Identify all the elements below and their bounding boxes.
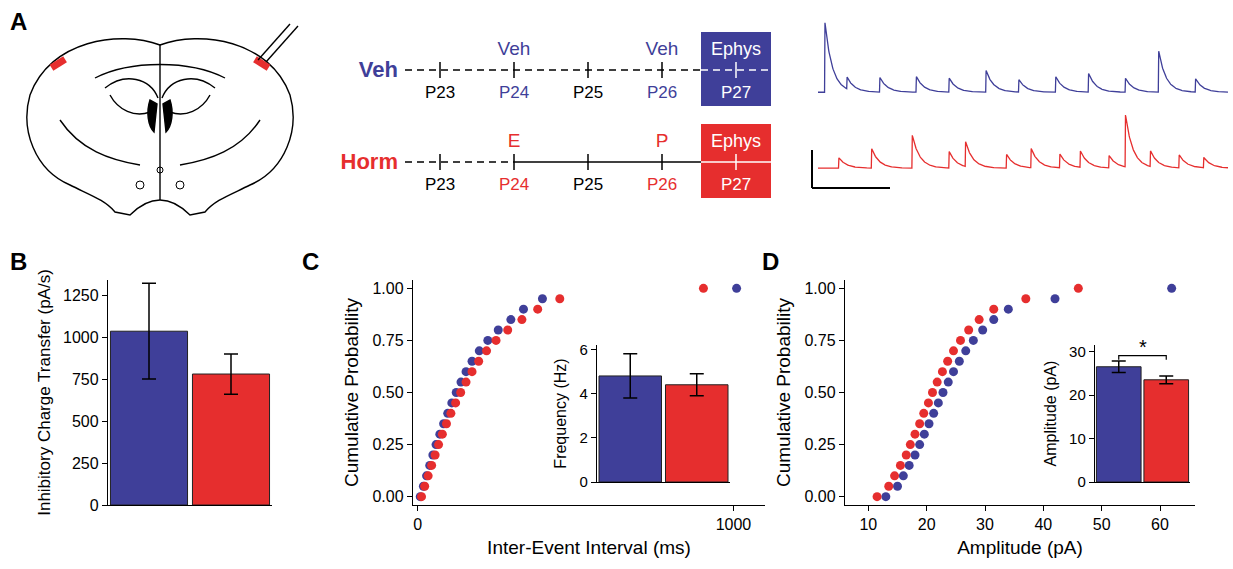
- svg-text:4: 4: [579, 385, 587, 402]
- svg-text:30: 30: [1069, 343, 1086, 360]
- svg-text:Cumulative Probability: Cumulative Probability: [773, 297, 794, 487]
- svg-text:P27: P27: [721, 83, 751, 102]
- svg-text:P23: P23: [425, 83, 455, 102]
- svg-text:Amplitude (pA): Amplitude (pA): [1042, 361, 1059, 467]
- svg-text:Inhibitory Charge Transfer (pA: Inhibitory Charge Transfer (pA/s): [35, 269, 54, 516]
- svg-text:P25: P25: [573, 83, 603, 102]
- svg-text:1.00: 1.00: [804, 280, 835, 297]
- svg-text:P26: P26: [647, 83, 677, 102]
- svg-text:Ephys: Ephys: [711, 39, 761, 59]
- svg-text:0.25: 0.25: [804, 436, 835, 453]
- svg-text:0.00: 0.00: [804, 488, 835, 505]
- svg-text:60: 60: [1151, 516, 1169, 533]
- svg-text:*: *: [1139, 336, 1147, 358]
- svg-text:500: 500: [72, 413, 99, 430]
- svg-text:6: 6: [579, 341, 587, 358]
- svg-text:Veh: Veh: [498, 38, 531, 59]
- svg-text:P24: P24: [499, 175, 529, 194]
- svg-text:1000: 1000: [716, 516, 752, 533]
- svg-text:P24: P24: [499, 83, 529, 102]
- svg-text:0.75: 0.75: [372, 332, 403, 349]
- svg-text:0: 0: [579, 473, 587, 490]
- svg-text:B: B: [10, 248, 27, 275]
- svg-text:10: 10: [859, 516, 877, 533]
- svg-text:Ephys: Ephys: [711, 131, 761, 151]
- svg-text:A: A: [10, 8, 27, 35]
- svg-text:Inter-Event Interval (ms): Inter-Event Interval (ms): [487, 537, 691, 558]
- svg-text:0: 0: [413, 516, 422, 533]
- svg-text:0.25: 0.25: [372, 436, 403, 453]
- svg-text:1.00: 1.00: [372, 280, 403, 297]
- svg-text:0.50: 0.50: [804, 384, 835, 401]
- svg-text:C: C: [302, 248, 319, 275]
- svg-text:0: 0: [1077, 473, 1085, 490]
- svg-text:50: 50: [1093, 516, 1111, 533]
- svg-text:P27: P27: [721, 175, 751, 194]
- svg-text:20: 20: [1069, 386, 1086, 403]
- svg-text:E: E: [508, 130, 521, 151]
- svg-text:30: 30: [976, 516, 994, 533]
- svg-text:0.00: 0.00: [372, 488, 403, 505]
- svg-text:Frequency (Hz): Frequency (Hz): [552, 358, 569, 468]
- svg-text:P26: P26: [647, 175, 677, 194]
- svg-text:P25: P25: [573, 175, 603, 194]
- svg-text:2: 2: [579, 429, 587, 446]
- svg-text:0: 0: [90, 497, 99, 514]
- svg-text:D: D: [762, 248, 779, 275]
- svg-text:40: 40: [1034, 516, 1052, 533]
- svg-text:Veh: Veh: [646, 38, 679, 59]
- svg-text:P: P: [656, 130, 669, 151]
- svg-text:250: 250: [72, 455, 99, 472]
- svg-text:P23: P23: [425, 175, 455, 194]
- svg-text:20: 20: [918, 516, 936, 533]
- svg-text:0.50: 0.50: [372, 384, 403, 401]
- svg-text:10: 10: [1069, 430, 1086, 447]
- svg-text:750: 750: [72, 371, 99, 388]
- svg-text:1000: 1000: [63, 329, 99, 346]
- svg-text:0.75: 0.75: [804, 332, 835, 349]
- svg-text:Amplitude (pA): Amplitude (pA): [957, 537, 1083, 558]
- svg-text:Veh: Veh: [359, 57, 398, 82]
- svg-text:1250: 1250: [63, 287, 99, 304]
- svg-text:Horm: Horm: [341, 149, 398, 174]
- svg-text:Cumulative Probability: Cumulative Probability: [341, 297, 362, 487]
